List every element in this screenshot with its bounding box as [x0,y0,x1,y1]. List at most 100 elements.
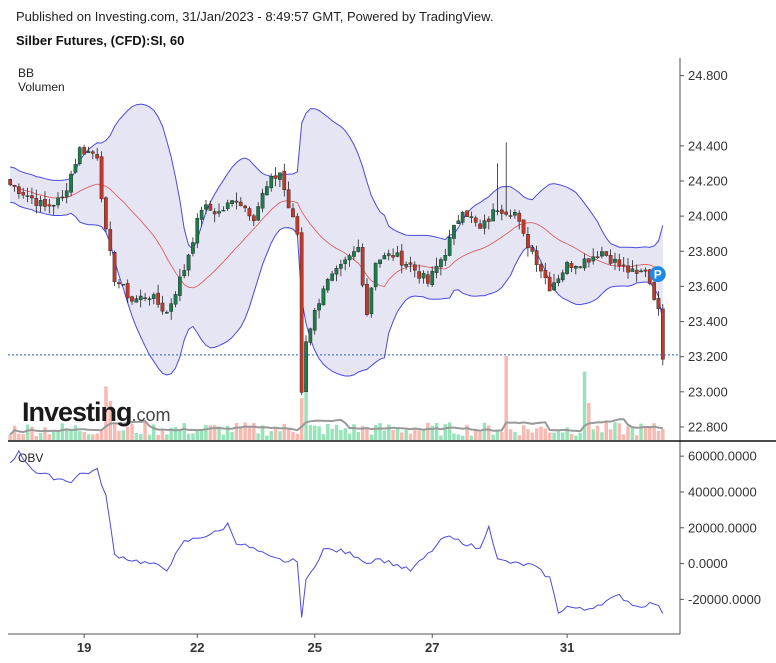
volume-bar [543,428,548,440]
chart-axes: 24.800 24.400 24.200 24.000 23.800 23.600 23.4… [8,58,776,655]
candle-body [186,254,191,271]
volume-bar [108,400,112,440]
candle [421,270,426,284]
candle [617,253,622,271]
candle [526,227,530,257]
candle-body [125,283,130,299]
candle-body [530,246,535,252]
candle [273,167,278,187]
candle-body [495,210,500,213]
logo-suffix: .com [131,405,171,425]
candle-body [95,154,99,159]
candle [278,172,282,187]
volume-bar [273,427,278,440]
candle [469,211,474,223]
candle-body [408,262,413,265]
candle [604,251,609,257]
volume-bar [347,433,352,440]
candle-body [225,202,230,209]
candle [426,270,430,287]
volume-bar [99,430,104,440]
candle [495,163,500,216]
volume-bar [395,427,400,440]
volume-bar [243,422,247,440]
volume-bar [356,431,360,440]
candle-body [534,250,539,266]
candle-body [321,288,326,306]
candle [251,213,256,226]
candle [182,264,187,279]
volume-bar [143,422,147,440]
price-marker[interactable]: P [649,266,666,283]
candle [517,210,522,230]
candle [43,191,47,212]
volume-bar [291,431,295,440]
candle [69,170,73,197]
volume-bar [382,430,387,440]
volume-bar [165,434,169,440]
volume-bar [17,433,21,440]
volume-bar [339,430,343,440]
volume-indicator-label[interactable]: Volumen [18,80,65,94]
candlesticks [8,142,665,396]
candle [238,197,243,207]
candle-body [486,218,491,222]
candle-body [73,164,78,173]
price-tick-label: 23.000 [688,384,728,399]
candle-body [43,199,47,207]
candle [491,203,495,222]
obv-tick-label: -20000.0000 [688,592,761,607]
volume-bar [648,425,652,440]
volume-bar [565,427,569,440]
bb-indicator-label[interactable]: BB [18,66,35,80]
volume-bar [352,424,356,440]
volume-bar [47,434,52,440]
candle-body [251,215,256,222]
candle-body [395,252,400,257]
candle-body [164,312,169,314]
candle-body [478,223,482,229]
volume-bar [230,432,234,440]
candle-body [517,212,522,222]
candle-body [21,192,26,196]
candle [156,284,160,308]
bb-fill [10,104,663,376]
candle [25,187,30,203]
volume-bar [269,431,273,440]
volume-bar [321,434,326,440]
candle [408,256,413,272]
candle-body [30,195,34,199]
bollinger-bands [10,103,664,377]
volume-bar [317,426,321,440]
candle [534,245,539,272]
candle-body [460,212,465,223]
candle-body [169,303,173,312]
candle [221,206,226,212]
volume-bar [604,422,608,440]
candle [539,262,543,279]
candle [8,178,12,187]
volume-bar [595,425,600,440]
candle-body [582,258,587,269]
candle [439,257,443,276]
candle [108,221,113,256]
candle-body [443,254,448,261]
candle-body [360,246,365,286]
volume-bar [639,423,643,440]
candle-body [69,173,73,193]
candle [17,183,21,199]
candle [30,187,34,204]
candle-body [413,264,417,271]
marker-circle [649,266,666,283]
candle [634,264,639,283]
obv-indicator-label[interactable]: OBV [18,451,44,465]
candle-body [547,276,552,292]
volume-bar [30,426,34,440]
candle-body [386,253,391,256]
candle [430,266,435,287]
volume-bar [152,424,156,440]
candle [204,200,208,214]
volume-bar [78,431,82,440]
candle-body [456,220,461,225]
